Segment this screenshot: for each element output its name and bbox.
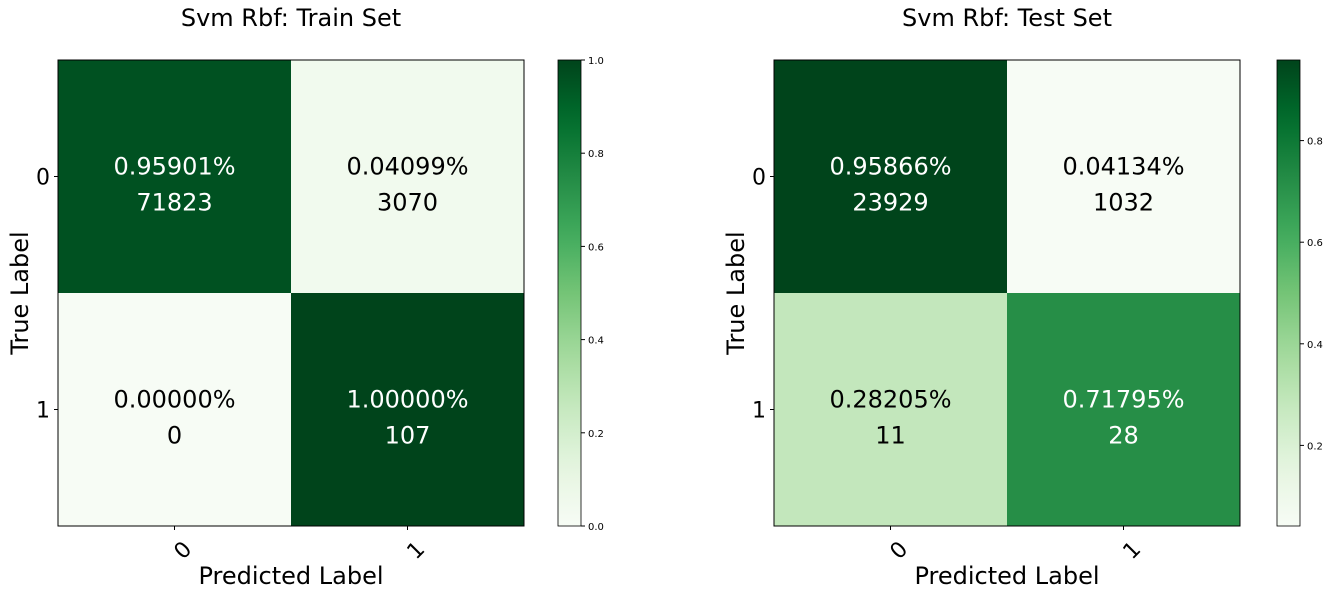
colorbar (557, 59, 582, 527)
heatmap-cell (774, 293, 1007, 526)
x-tick-label: 0 (170, 537, 198, 565)
x-axis-label: Predicted Label (198, 562, 383, 590)
cell-count-label: 71823 (136, 189, 212, 217)
cell-percent-label: 0.00000% (113, 386, 235, 414)
heatmap-cell (291, 293, 524, 526)
heatmap-cell (1007, 60, 1240, 293)
colorbar-tick-label: 0.4 (588, 336, 604, 347)
heatmap-cell (58, 60, 291, 293)
colorbar-tick-label: 0.6 (588, 242, 604, 253)
x-axis-label: Predicted Label (914, 562, 1099, 590)
plot-frame (773, 59, 1241, 527)
cell-count-label: 1032 (1093, 189, 1154, 217)
cell-percent-label: 0.04134% (1062, 153, 1184, 181)
y-axis-label: True Label (6, 231, 34, 355)
cell-percent-label: 0.28205% (829, 386, 951, 414)
cell-count-label: 11 (875, 422, 906, 450)
cell-count-label: 23929 (852, 189, 928, 217)
colorbar-tick-label: 0.8 (588, 149, 604, 160)
y-tick-label: 0 (752, 166, 766, 191)
colorbar-tick-label: 0.2 (588, 429, 604, 440)
plot-frame (57, 59, 525, 527)
colorbar-tick-label: 1.0 (588, 56, 604, 67)
heatmap-cell (774, 60, 1007, 293)
colorbar-tick-label: 0.8 (1307, 137, 1323, 148)
chart-title: Svm Rbf: Test Set (902, 4, 1112, 32)
x-tick-label: 1 (1119, 537, 1147, 565)
y-tick-label: 0 (36, 166, 50, 191)
cell-percent-label: 0.04099% (346, 153, 468, 181)
heatmap-cell (58, 293, 291, 526)
colorbar (1276, 59, 1301, 527)
cell-count-label: 3070 (377, 189, 438, 217)
panel-0: Svm Rbf: Train Set 0.95901% 71823 0.04099% 3… (6, 4, 604, 590)
cell-percent-label: 1.00000% (346, 386, 468, 414)
colorbar-tick-label: 0.4 (1307, 340, 1323, 351)
cell-percent-label: 0.71795% (1062, 386, 1184, 414)
chart-title: Svm Rbf: Train Set (181, 4, 401, 32)
x-tick-label: 0 (886, 537, 914, 565)
y-tick-label: 1 (36, 399, 50, 424)
cell-count-label: 28 (1108, 422, 1139, 450)
cell-percent-label: 0.95901% (113, 153, 235, 181)
y-axis-label: True Label (722, 231, 750, 355)
y-tick-label: 1 (752, 399, 766, 424)
cell-count-label: 0 (167, 422, 182, 450)
colorbar-tick-label: 0.6 (1307, 238, 1323, 249)
panel-1: Svm Rbf: Test Set0.95866%239290.04134%10… (722, 4, 1323, 590)
colorbar-tick-label: 0.0 (588, 522, 604, 533)
heatmap-cell (291, 60, 524, 293)
colorbar-tick-label: 0.2 (1307, 441, 1323, 452)
heatmap-cell (1007, 293, 1240, 526)
cell-count-label: 107 (385, 422, 431, 450)
cell-percent-label: 0.95866% (829, 153, 951, 181)
x-tick-label: 1 (403, 537, 431, 565)
